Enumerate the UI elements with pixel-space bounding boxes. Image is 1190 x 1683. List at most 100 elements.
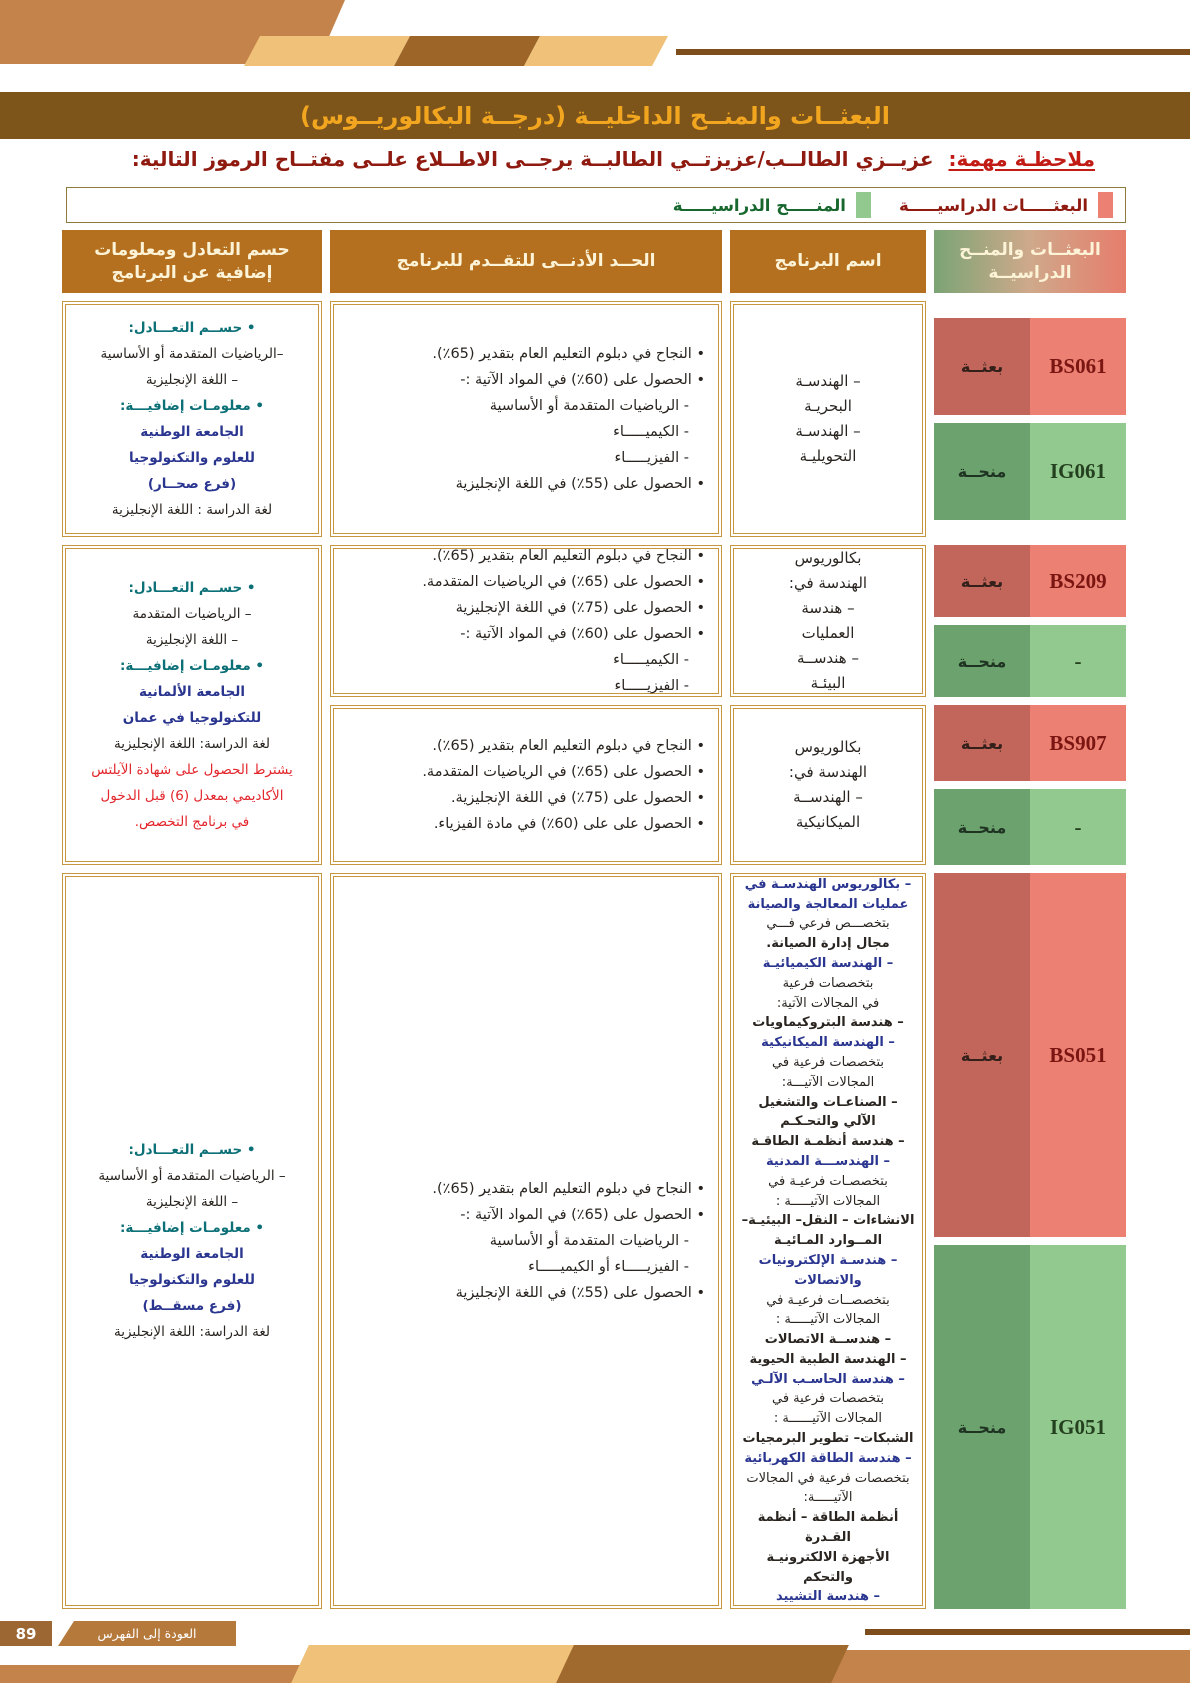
header-program-column: اسم البرنامج bbox=[730, 230, 926, 293]
text-line: • الحصول على (55٪) في اللغة الإنجليزية bbox=[455, 1285, 705, 1301]
scholarship-color-swatch bbox=[1098, 192, 1113, 218]
text-line: أنظمة الطاقة – أنظمة القـدرة bbox=[757, 1510, 899, 1546]
row4-minimum-cell: • النجاح في دبلوم التعليم العام بتقدير (… bbox=[330, 873, 722, 1609]
text-line: العمليات bbox=[801, 624, 855, 642]
text-line: – الهندسـة bbox=[795, 422, 861, 440]
text-line: • الحصول على (75٪) في اللغة الإنجليزية bbox=[455, 600, 705, 616]
text-line: عمليات المعالجة والصيانة bbox=[747, 896, 909, 912]
text-line: – الهندســـة المدنية bbox=[766, 1153, 890, 1169]
row3-scholarship-chip: BS907 بعثــة bbox=[934, 705, 1126, 781]
text-line: - الرياضيات المتقدمة أو الأساسية bbox=[489, 398, 689, 414]
text-line: • الحصول على (60٪) في المواد الآتية :- bbox=[460, 626, 705, 642]
text-line: للعلوم والتكنولوجيا bbox=[128, 450, 256, 466]
header-codes-text: البعثــات والمنــح الدراسيــة bbox=[959, 239, 1101, 283]
row4-info-cell: • حســم التعـــادل: – الرياضيات المتقدمة … bbox=[62, 873, 322, 1609]
color-key-legend: البعثـــــات الدراسيـــــة المنـــــح ال… bbox=[66, 187, 1126, 223]
text-line: بتخصصات فرعية bbox=[782, 975, 874, 991]
bottom-tan-parallelogram bbox=[291, 1645, 574, 1683]
text-line: المجالات الآتيـــــة : bbox=[775, 1312, 881, 1328]
note-text: عزيــزي الطالــب/عزيزتــي الطالبــة يرجـ… bbox=[131, 147, 934, 171]
row1-grant-type-label: منحــة bbox=[934, 423, 1030, 520]
text-line: لغة الدراسة : اللغة الإنجليزية bbox=[111, 502, 273, 518]
text-line: –الرياضيات المتقدمة أو الأساسية bbox=[100, 346, 284, 362]
row3-minimum-cell: • النجاح في دبلوم التعليم العام بتقدير (… bbox=[330, 705, 722, 865]
text-line: الآلي والتحـكـم bbox=[780, 1114, 876, 1130]
text-line: • معلومـات إضافيـــة: bbox=[119, 1220, 265, 1236]
text-line: - الفيزيـــــاء bbox=[614, 678, 689, 694]
text-line: الأكاديمي بمعدل (6) قبل الدخول bbox=[100, 788, 284, 804]
bottom-brown-parallelogram bbox=[556, 1645, 849, 1683]
text-line: • الحصول على (65٪) في الرياضيات المتقدمة… bbox=[422, 764, 705, 780]
text-line: • حســم التعـــادل: bbox=[128, 580, 256, 596]
header-codes-column: البعثــات والمنــح الدراسيــة bbox=[934, 230, 1126, 293]
row4-scholarship-type-label: بعثــة bbox=[934, 873, 1030, 1237]
text-line: لغة الدراسة: اللغة الإنجليزية bbox=[113, 1324, 271, 1340]
row4-program-cell: – بكالوريوس الهندسـة في عمليات المعالجة و… bbox=[730, 873, 926, 1609]
row1-scholarship-chip: BS061 بعثــة bbox=[934, 318, 1126, 415]
text-line: مجال إدارة الصيانة. bbox=[766, 936, 890, 952]
top-brown-parallelogram bbox=[394, 36, 540, 66]
row4-scholarship-chip: BS051 بعثــة bbox=[934, 873, 1126, 1237]
important-note: ملاحظـة مهمة: عزيــزي الطالــب/عزيزتــي … bbox=[0, 147, 1190, 171]
text-line: والتحكم bbox=[803, 1569, 853, 1585]
text-line: (فرع مسقــط) bbox=[142, 1298, 242, 1314]
text-line: • الحصول على (75٪) في اللغة الإنجليزية. bbox=[450, 790, 705, 806]
top-rule-line bbox=[676, 49, 1190, 55]
back-to-index-link[interactable]: العودة إلى الفهرس bbox=[58, 1621, 236, 1646]
text-line: في المجالات الآتية: bbox=[776, 995, 880, 1011]
row3-grant-chip: - منحــة bbox=[934, 789, 1126, 865]
text-line: - الفيزيـــــاء bbox=[614, 450, 689, 466]
text-line: – الرياضيات المتقدمة أو الأساسية bbox=[98, 1168, 286, 1184]
row2-codes-cell: BS209 بعثــة - منحــة bbox=[934, 545, 1126, 697]
note-label: ملاحظـة مهمة: bbox=[948, 147, 1095, 171]
text-line: – اللغة الإنجليزية bbox=[145, 372, 239, 388]
top-tan-parallelogram-2 bbox=[524, 36, 668, 66]
row4-grant-code: IG051 bbox=[1030, 1245, 1126, 1609]
scholarship-legend-label: البعثـــــات الدراسيـــــة bbox=[898, 195, 1088, 215]
row3-grant-code: - bbox=[1030, 789, 1126, 865]
text-line: التحويليـة bbox=[799, 447, 857, 465]
text-line: • الحصول على (60٪) في المواد الآتية :- bbox=[460, 372, 705, 388]
row1-grant-chip: IG061 منحــة bbox=[934, 423, 1126, 520]
row2-scholarship-code: BS209 bbox=[1030, 545, 1126, 617]
text-line: - الكيميـــــاء bbox=[613, 652, 689, 668]
text-line: • الحصول على (65٪) في الرياضيات المتقدمة… bbox=[422, 574, 705, 590]
text-line: البيئـة bbox=[810, 674, 846, 692]
text-line: – هندسة bbox=[801, 599, 855, 617]
text-line: والاتصالات bbox=[794, 1272, 862, 1288]
row2-grant-code: - bbox=[1030, 625, 1126, 697]
text-line: - الكيميـــــاء bbox=[613, 424, 689, 440]
page-number: 89 bbox=[0, 1621, 52, 1646]
text-line: • النجاح في دبلوم التعليم العام بتقدير (… bbox=[432, 1181, 705, 1197]
text-line: بكالوريوس bbox=[794, 738, 862, 756]
bottom-rule-line bbox=[865, 1629, 1190, 1635]
row1-scholarship-type-label: بعثــة bbox=[934, 318, 1030, 415]
text-line: للتكنولوجيا في عمان bbox=[122, 710, 262, 726]
text-line: – الهندسة الطبية الحيوية bbox=[749, 1351, 907, 1367]
row4-grant-chip: IG051 منحــة bbox=[934, 1245, 1126, 1609]
text-line: – هندسة أنظمـة الطاقـة bbox=[751, 1134, 905, 1150]
text-line: – الهندسة الميكانيكية bbox=[761, 1035, 895, 1051]
programs-table: البعثــات والمنــح الدراسيــة اسم البرنا… bbox=[62, 230, 1126, 1609]
text-line: - الفيزيـــــاء أو الكيميـــــاء bbox=[528, 1259, 689, 1275]
text-line: • الحصول على على (60٪) في مادة الفيزياء. bbox=[433, 816, 705, 832]
top-tan-parallelogram-1 bbox=[244, 36, 410, 66]
header-minimum-text: الحــد الأدنــى للتقــدم للبرنامج bbox=[396, 251, 656, 272]
text-line: الجامعة الوطنية bbox=[140, 1246, 244, 1262]
text-line: بكالوريوس bbox=[794, 549, 862, 567]
text-line: – اللغة الإنجليزية bbox=[145, 632, 239, 648]
row1-grant-code: IG061 bbox=[1030, 423, 1126, 520]
row2-grant-type-label: منحــة bbox=[934, 625, 1030, 697]
text-line: (فرع صحــار) bbox=[147, 476, 237, 492]
text-line: – هندسة الحاسـب الآلـي bbox=[751, 1371, 905, 1387]
text-line: المجالات الآتيــــــة : bbox=[773, 1411, 883, 1427]
row2-scholarship-chip: BS209 بعثــة bbox=[934, 545, 1126, 617]
text-line: الهندسة في: bbox=[788, 763, 868, 781]
row1-info-cell: • حســم التعـــادل: –الرياضيات المتقدمة أ… bbox=[62, 301, 322, 537]
text-line: – هندسة التشييد bbox=[775, 1589, 881, 1605]
text-line: – هندسة البتروكيماويات bbox=[752, 1015, 904, 1031]
text-line: – الصناعـات والتشغيل bbox=[758, 1094, 898, 1110]
text-line: المجالات الآتيـــة: bbox=[781, 1074, 875, 1090]
text-line: – هندســة bbox=[797, 649, 859, 667]
text-line: بتخصصات فرعية في bbox=[771, 1054, 885, 1070]
